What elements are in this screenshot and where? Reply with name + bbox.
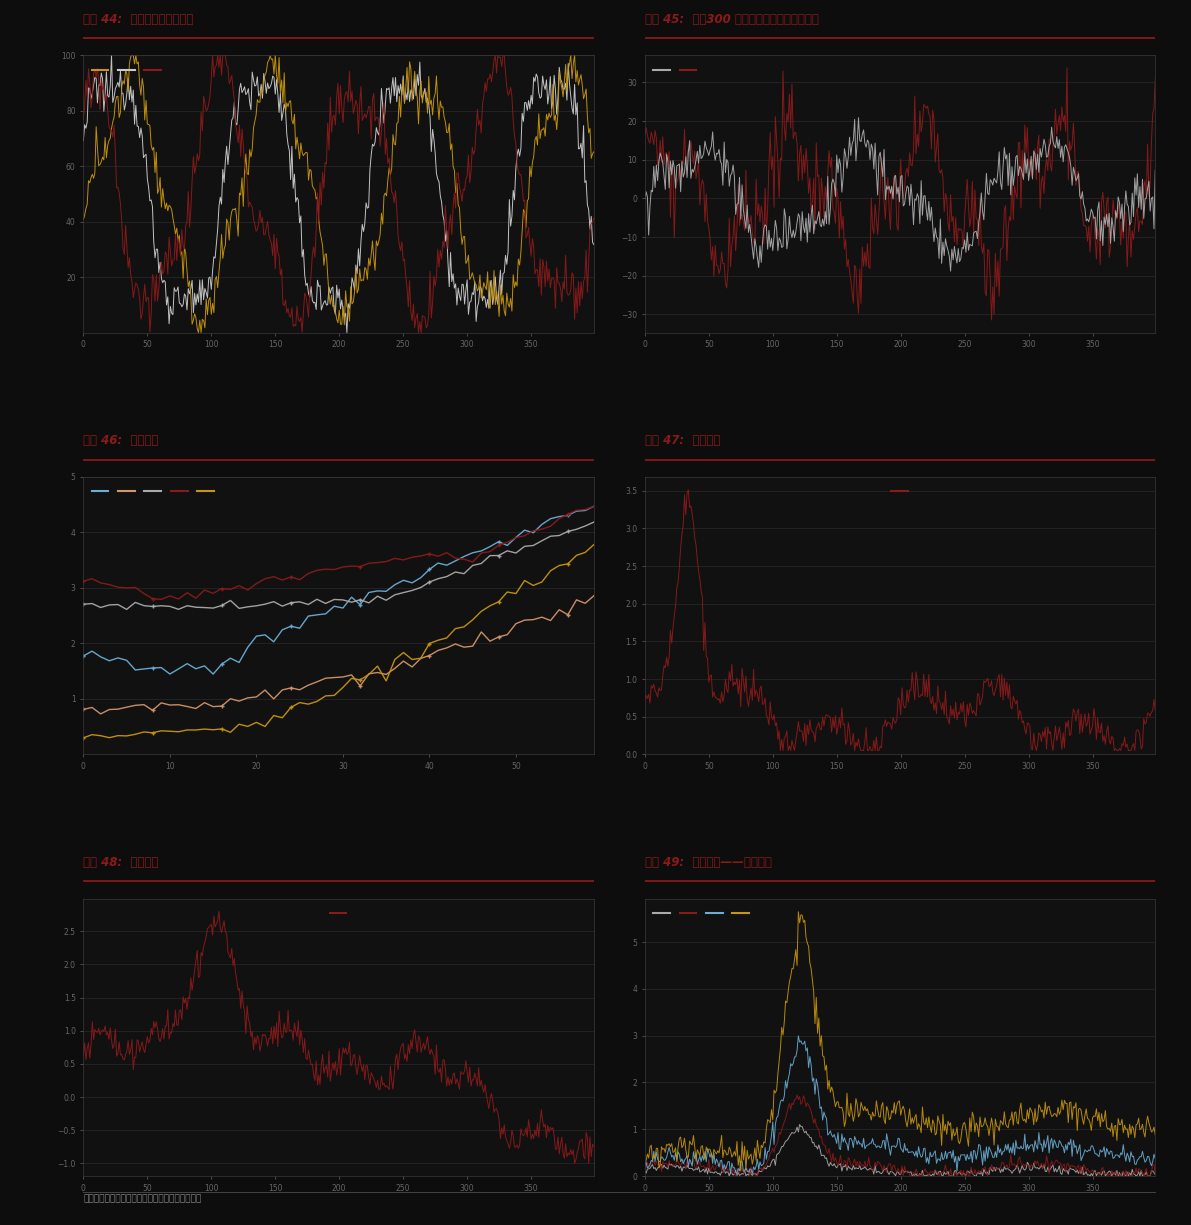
- Legend: : [329, 905, 349, 922]
- Text: 图表 44:  股债估值百分位对比: 图表 44: 股债估值百分位对比: [83, 12, 194, 26]
- Text: 图表 47:  期限利差: 图表 47: 期限利差: [644, 435, 721, 447]
- Text: 图表 49:  信用利差——不同评级: 图表 49: 信用利差——不同评级: [644, 856, 772, 870]
- Text: 图表 46:  期限结构: 图表 46: 期限结构: [83, 435, 158, 447]
- Legend: , , , : , , ,: [651, 905, 752, 922]
- Text: 资料来源：彭博资讯，万得资讯，中金公司研究部: 资料来源：彭博资讯，万得资讯，中金公司研究部: [83, 1194, 201, 1203]
- Text: 图表 45:  沪深300 指数与股债估值百分位之差: 图表 45: 沪深300 指数与股债估值百分位之差: [644, 12, 818, 26]
- Text: 图表 48:  信用利差: 图表 48: 信用利差: [83, 856, 158, 870]
- Legend: , , : , ,: [91, 62, 164, 78]
- Legend: , , , , : , , , ,: [91, 484, 217, 501]
- Legend: : [890, 484, 910, 501]
- Legend: , : ,: [651, 62, 699, 78]
